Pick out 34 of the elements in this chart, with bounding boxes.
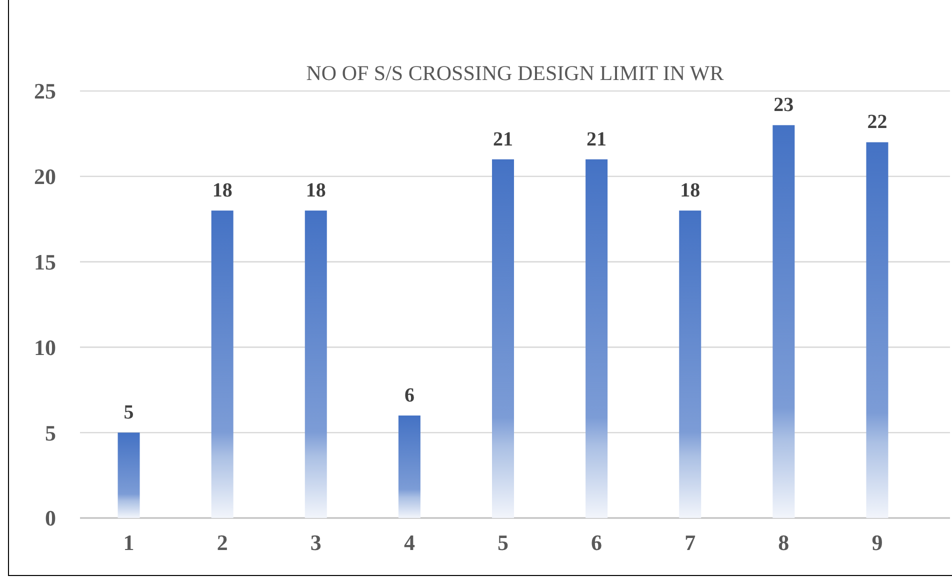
- bar: [398, 416, 420, 518]
- y-tick-label: 20: [34, 164, 56, 190]
- data-label: 18: [680, 180, 700, 202]
- bar: [866, 142, 888, 518]
- bar: [118, 432, 140, 518]
- data-label: 18: [212, 180, 232, 202]
- data-label: 21: [586, 128, 607, 150]
- bar: [679, 210, 702, 518]
- chart-title: NO OF S/S CROSSING DESIGN LIMIT IN WR: [306, 61, 724, 85]
- bar: [304, 210, 327, 518]
- x-tick-label: 6: [591, 530, 602, 555]
- x-tick-label: 4: [404, 530, 415, 555]
- data-label: 6: [404, 384, 414, 407]
- y-tick-label: 0: [45, 506, 56, 531]
- bar: [211, 210, 234, 518]
- x-tick-label: 3: [310, 530, 322, 555]
- bar: [772, 125, 795, 518]
- y-tick-label: 15: [34, 250, 56, 274]
- data-label: 23: [774, 94, 794, 116]
- y-tick-label: 25: [34, 78, 56, 104]
- data-label: 22: [867, 111, 888, 134]
- x-tick-label: 2: [216, 530, 228, 555]
- data-label: 5: [124, 402, 134, 424]
- x-tick-label: 9: [872, 530, 883, 555]
- x-tick-label: 8: [778, 530, 790, 555]
- y-tick-label: 5: [45, 420, 56, 446]
- bar: [586, 159, 608, 518]
- bar: [492, 159, 514, 518]
- x-tick-label: 1: [123, 530, 134, 555]
- x-tick-label: 7: [684, 530, 696, 555]
- x-tick-label: 5: [498, 530, 508, 555]
- data-label: 21: [493, 128, 513, 150]
- data-label: 18: [306, 180, 326, 202]
- y-tick-label: 10: [34, 334, 56, 360]
